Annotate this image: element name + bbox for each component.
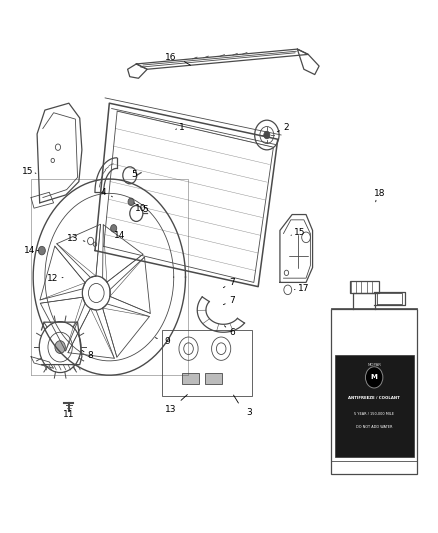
Text: MOPAR: MOPAR [367,363,381,367]
Text: 8: 8 [88,351,93,360]
Text: 5: 5 [142,205,148,214]
Text: 12: 12 [47,273,58,282]
Text: 4: 4 [101,188,106,197]
Text: 5 YEAR / 150,000 MILE: 5 YEAR / 150,000 MILE [354,413,394,416]
Text: 14: 14 [24,246,35,255]
Text: 1: 1 [179,123,185,132]
Text: 11: 11 [63,410,74,419]
Circle shape [128,198,134,206]
Bar [205,373,223,384]
Text: 14: 14 [114,231,125,240]
Bar [331,309,417,474]
Circle shape [111,224,117,232]
Text: 18: 18 [374,189,386,198]
Circle shape [55,341,65,353]
Circle shape [365,367,383,388]
Bar [182,373,199,384]
Bar [162,330,252,397]
Text: ANTIFREEZE / COOLANT: ANTIFREEZE / COOLANT [348,396,400,400]
Text: 16: 16 [166,53,177,62]
Text: 5: 5 [131,170,137,179]
Text: 13: 13 [166,405,177,414]
Text: M: M [371,374,378,381]
Circle shape [39,246,46,255]
Bar [335,355,413,457]
Circle shape [264,131,270,139]
Text: 7: 7 [229,278,235,287]
Text: 15: 15 [22,166,33,175]
Text: 2: 2 [284,123,289,132]
Text: 13: 13 [67,235,79,244]
Text: 17: 17 [298,284,310,293]
Text: 3: 3 [247,408,252,417]
Bar [350,281,379,293]
Text: DO NOT ADD WATER: DO NOT ADD WATER [356,425,392,429]
Text: 9: 9 [164,337,170,346]
Text: 6: 6 [229,328,235,337]
Text: 10: 10 [135,204,146,213]
Text: 7: 7 [229,296,235,305]
Text: 15: 15 [294,228,305,237]
